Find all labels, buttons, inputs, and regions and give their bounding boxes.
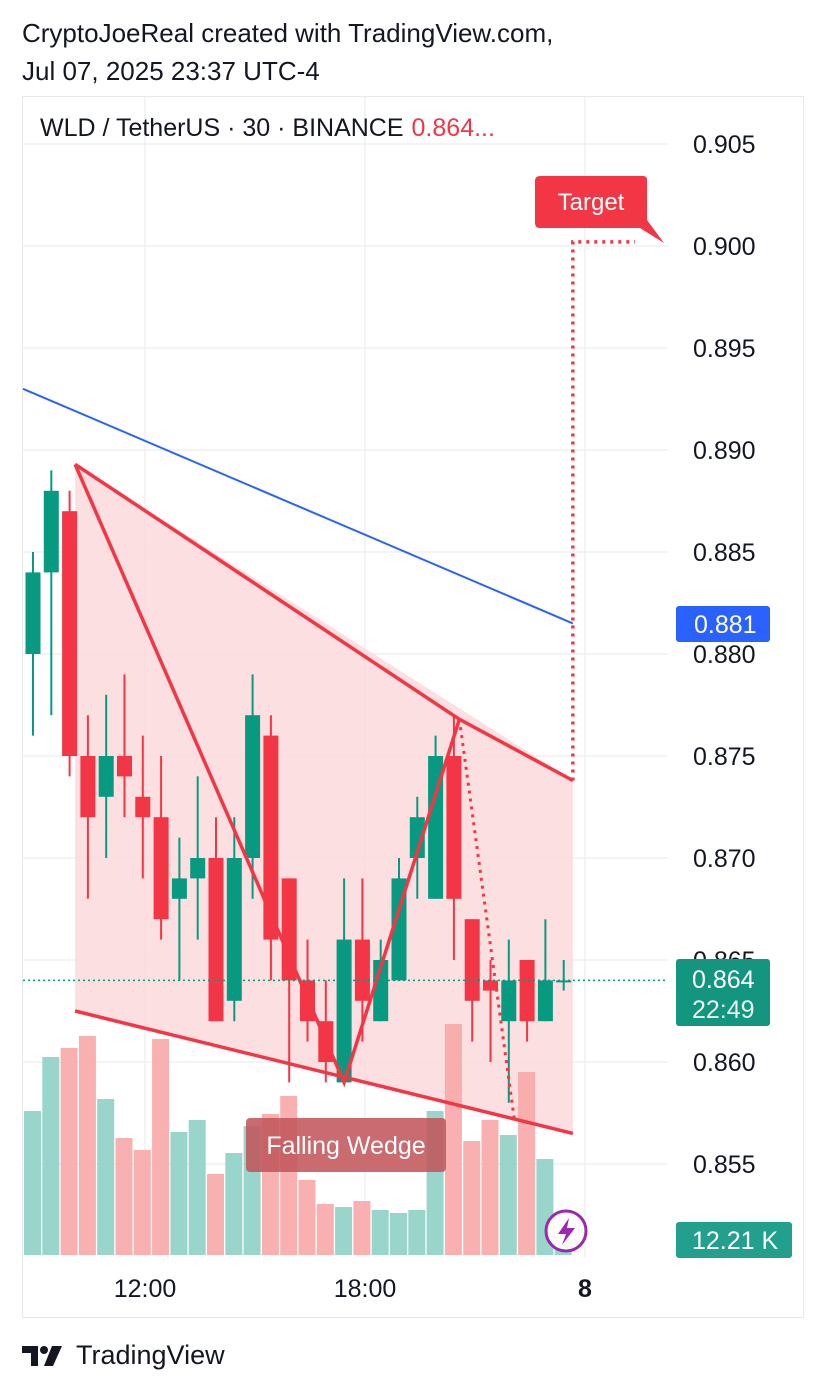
candle[interactable] xyxy=(428,756,444,899)
volume-bar xyxy=(518,1072,536,1255)
volume-bar xyxy=(60,1048,78,1255)
volume-bar xyxy=(133,1150,151,1255)
candle[interactable] xyxy=(537,980,553,1022)
author-line: CryptoJoeReal created with TradingView.c… xyxy=(22,18,554,48)
price-axis-label: 0.860 xyxy=(693,1049,756,1077)
volume-bar xyxy=(499,1135,517,1255)
price-axis-label: 0.895 xyxy=(693,335,756,363)
price-axis-label: 0.870 xyxy=(693,845,756,873)
last-price-tag-bg xyxy=(676,959,770,1026)
ma-value-tag-bg xyxy=(676,606,770,642)
candle[interactable] xyxy=(171,878,187,899)
candle[interactable] xyxy=(391,878,407,981)
time-axis-label: 12:00 xyxy=(114,1275,177,1303)
candle[interactable] xyxy=(117,756,132,777)
bar-countdown: 22:49 xyxy=(692,996,755,1024)
candle[interactable] xyxy=(98,756,114,797)
volume-bar xyxy=(97,1099,115,1255)
projection-dotted-line xyxy=(457,719,516,1120)
symbol-name: WLD / TetherUS · 30 · BINANCE xyxy=(40,114,404,142)
price-axis-label: 0.905 xyxy=(693,131,756,159)
price-axis-label: 0.875 xyxy=(693,743,756,771)
moving-average-line xyxy=(22,387,574,625)
legend-price: 0.864... xyxy=(411,114,495,142)
price-axis-label: 0.855 xyxy=(693,1151,756,1179)
price-axis-label: 0.900 xyxy=(693,233,756,261)
last-price-tag: 0.864 xyxy=(692,966,755,994)
volume-bar xyxy=(42,1057,60,1255)
candle[interactable] xyxy=(135,796,151,818)
symbol-legend[interactable]: WLD / TetherUS · 30 · BINANCE 0.864... xyxy=(40,114,495,143)
volume-bar xyxy=(24,1111,41,1255)
lightning-icon-bolt xyxy=(558,1218,575,1245)
candle[interactable] xyxy=(43,490,59,573)
candle[interactable] xyxy=(153,817,169,920)
volume-bar xyxy=(371,1210,389,1255)
candle[interactable] xyxy=(226,858,242,1001)
volume-bar xyxy=(335,1207,353,1255)
volume-tag: 12.21 K xyxy=(692,1227,779,1255)
volume-bar xyxy=(207,1174,224,1255)
brand-name: TradingView xyxy=(76,1340,225,1370)
volume-bar xyxy=(170,1132,188,1255)
footer-brand[interactable]: TradingView xyxy=(22,1340,225,1371)
volume-bar xyxy=(225,1153,243,1255)
ma-value-tag: 0.881 xyxy=(694,611,757,639)
volume-bar xyxy=(78,1036,96,1255)
chart-frame xyxy=(22,96,804,1318)
candle[interactable] xyxy=(281,878,297,981)
target-tag-label: Target xyxy=(558,189,625,216)
candle[interactable] xyxy=(501,980,517,1022)
candle[interactable] xyxy=(464,919,480,1001)
volume-bar xyxy=(481,1120,499,1255)
volume-bar xyxy=(188,1120,206,1255)
price-axis-label: 0.880 xyxy=(693,641,756,669)
volume-bar xyxy=(316,1204,334,1255)
volume-bar xyxy=(353,1201,371,1255)
candle[interactable] xyxy=(409,817,425,858)
price-axis-label: 0.885 xyxy=(693,539,756,567)
chart-header: CryptoJoeReal created with TradingView.c… xyxy=(22,14,553,90)
target-tag-bg[interactable] xyxy=(535,176,664,243)
price-axis-label: 0.890 xyxy=(693,437,756,465)
volume-bar xyxy=(444,1024,462,1255)
tradingview-logo-icon xyxy=(22,1345,62,1366)
wedge-zigzag-line xyxy=(73,463,462,1088)
target-dotted-path xyxy=(571,240,636,781)
time-axis-label: 18:00 xyxy=(334,1275,397,1303)
candle[interactable] xyxy=(483,980,498,991)
candle[interactable] xyxy=(80,756,96,818)
candle[interactable] xyxy=(446,756,462,899)
candle[interactable] xyxy=(263,735,279,940)
wedge-area xyxy=(75,464,573,1134)
time-axis-label: 8 xyxy=(578,1275,592,1303)
candle[interactable] xyxy=(336,939,352,1083)
candle[interactable] xyxy=(354,939,370,1001)
candle[interactable] xyxy=(62,511,78,756)
candle[interactable] xyxy=(190,858,206,879)
volume-bar xyxy=(298,1180,316,1255)
candle[interactable] xyxy=(208,858,224,1022)
volume-bar xyxy=(152,1039,170,1255)
candle[interactable] xyxy=(25,572,41,654)
pattern-label: Falling Wedge xyxy=(266,1132,425,1160)
volume-bar xyxy=(390,1213,407,1255)
wedge-lower-line xyxy=(74,1009,574,1136)
candle[interactable] xyxy=(519,960,535,1022)
candle[interactable] xyxy=(245,715,261,858)
pattern-label-bg[interactable] xyxy=(246,1118,446,1172)
volume-bar xyxy=(115,1138,133,1255)
timestamp-line: Jul 07, 2025 23:37 UTC-4 xyxy=(22,56,320,86)
volume-bar xyxy=(463,1141,481,1255)
candle[interactable] xyxy=(556,980,572,983)
volume-tag-bg xyxy=(676,1222,792,1258)
volume-bar xyxy=(408,1210,426,1255)
